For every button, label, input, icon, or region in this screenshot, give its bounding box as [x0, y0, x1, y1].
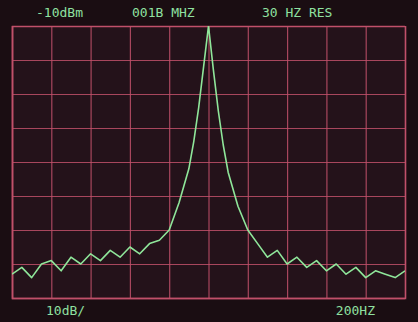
tick	[12, 94, 405, 95]
grid-line	[12, 128, 405, 129]
grid-line	[12, 196, 405, 197]
grid-line	[12, 264, 405, 265]
axis-line	[13, 26, 406, 299]
tick	[12, 264, 405, 265]
annotation: -10dBm	[36, 5, 83, 20]
y-axis	[12, 27, 405, 299]
x-axis	[13, 26, 406, 299]
grid-line	[12, 298, 405, 299]
marks	[12, 26, 405, 278]
annotation: 200HZ	[336, 303, 375, 318]
annotation: 001B MHZ	[132, 5, 195, 20]
grid-line	[12, 162, 405, 163]
tick	[12, 230, 405, 231]
annotation: 30 HZ RES	[262, 5, 332, 20]
tick	[12, 196, 405, 197]
tick	[12, 298, 405, 299]
trace	[12, 26, 405, 278]
grid-line	[12, 94, 405, 95]
tick	[12, 128, 405, 129]
annotation: 10dB/	[46, 303, 85, 318]
tick	[405, 26, 406, 298]
plot-area	[12, 26, 405, 298]
grid-line	[12, 60, 405, 61]
chart: -10dBm 001B MHZ 30 HZ RES 10dB/200HZ	[0, 0, 418, 322]
axis-line	[13, 27, 406, 299]
plot	[12, 26, 406, 299]
tick	[12, 60, 405, 61]
grid-line	[12, 230, 405, 231]
grid-line	[405, 26, 406, 298]
tick	[12, 162, 405, 163]
background	[0, 0, 418, 322]
